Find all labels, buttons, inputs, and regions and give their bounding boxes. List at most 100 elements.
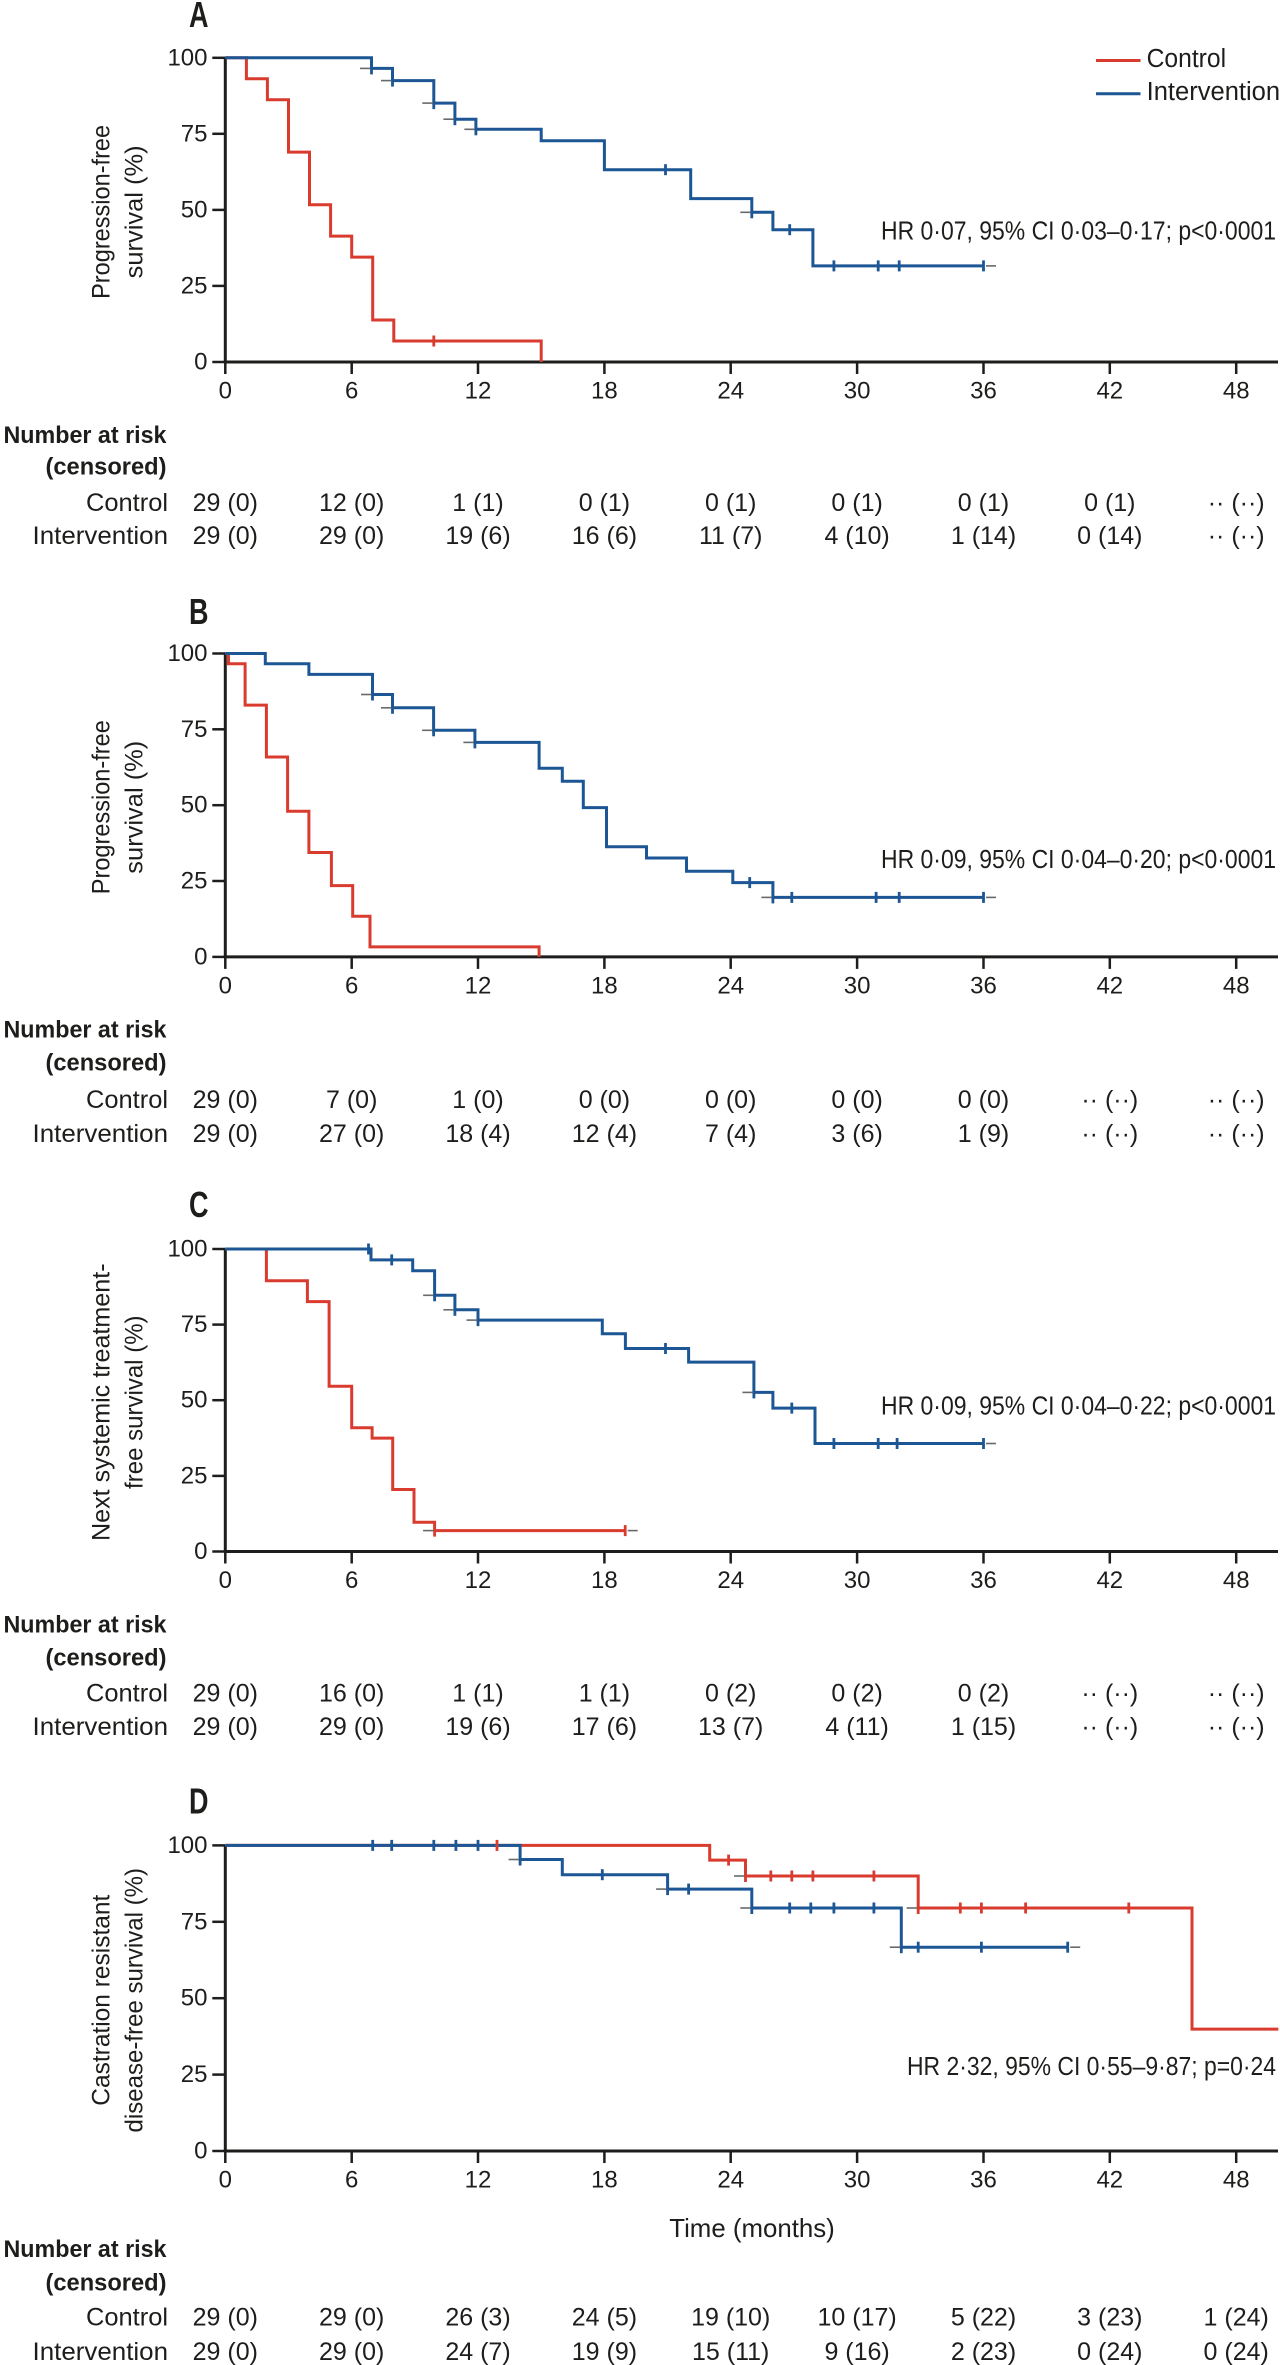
svg-text:1 (1): 1 (1) (452, 489, 503, 517)
svg-text:Castration resistant: Castration resistant (88, 1895, 116, 2106)
svg-text:18: 18 (591, 2167, 618, 2194)
svg-text:·· (··): ·· (··) (1208, 1713, 1265, 1741)
svg-text:29 (0): 29 (0) (193, 1086, 258, 1114)
svg-text:1 (9): 1 (9) (958, 1120, 1009, 1148)
svg-text:15 (11): 15 (11) (692, 2338, 769, 2365)
svg-text:30: 30 (844, 1567, 871, 1594)
svg-text:24 (7): 24 (7) (445, 2338, 510, 2365)
svg-text:6: 6 (345, 1567, 358, 1594)
svg-text:75: 75 (181, 1908, 208, 1935)
svg-text:3 (23): 3 (23) (1077, 2304, 1142, 2332)
svg-text:30: 30 (844, 972, 871, 999)
svg-text:19 (10): 19 (10) (691, 2304, 770, 2332)
svg-text:4 (10): 4 (10) (824, 522, 889, 550)
svg-text:0 (2): 0 (2) (958, 1680, 1009, 1708)
svg-text:·· (··): ·· (··) (1208, 522, 1265, 550)
svg-text:0 (14): 0 (14) (1077, 522, 1142, 550)
svg-text:·· (··): ·· (··) (1081, 1680, 1138, 1708)
svg-text:42: 42 (1096, 1567, 1123, 1594)
svg-text:·· (··): ·· (··) (1208, 489, 1265, 517)
svg-text:6: 6 (345, 2167, 358, 2194)
svg-text:0 (1): 0 (1) (1084, 489, 1135, 517)
svg-text:19 (9): 19 (9) (572, 2338, 637, 2365)
svg-text:·· (··): ·· (··) (1208, 1086, 1265, 1114)
svg-text:Control: Control (86, 1680, 168, 1708)
svg-text:18: 18 (591, 972, 618, 999)
svg-text:Control: Control (86, 489, 168, 517)
svg-text:30: 30 (844, 378, 871, 405)
svg-text:Intervention: Intervention (33, 522, 169, 550)
svg-text:7 (0): 7 (0) (326, 1086, 377, 1114)
svg-text:1 (15): 1 (15) (951, 1713, 1016, 1741)
svg-text:0 (2): 0 (2) (831, 1680, 882, 1708)
svg-text:29 (0): 29 (0) (319, 2338, 384, 2365)
svg-text:D: D (189, 1781, 209, 1822)
svg-text:0 (1): 0 (1) (579, 489, 630, 517)
svg-text:·· (··): ·· (··) (1081, 1120, 1138, 1148)
svg-text:Number at risk: Number at risk (4, 1612, 167, 1639)
svg-text:Intervention: Intervention (33, 1713, 169, 1741)
svg-text:1 (14): 1 (14) (951, 522, 1016, 550)
svg-text:0 (1): 0 (1) (831, 489, 882, 517)
svg-text:29 (0): 29 (0) (193, 522, 258, 550)
svg-text:36: 36 (970, 378, 997, 405)
svg-text:12 (0): 12 (0) (319, 489, 384, 517)
svg-text:0: 0 (194, 1538, 207, 1565)
svg-text:29 (0): 29 (0) (193, 1120, 258, 1148)
svg-text:2 (23): 2 (23) (951, 2338, 1016, 2365)
svg-text:·· (··): ·· (··) (1208, 1680, 1265, 1708)
svg-text:0 (0): 0 (0) (958, 1086, 1009, 1114)
svg-text:(censored): (censored) (46, 1050, 167, 1077)
svg-text:HR 0·09, 95% CI 0·04–0·20; p<0: HR 0·09, 95% CI 0·04–0·20; p<0·0001 (881, 846, 1276, 874)
svg-text:survival (%): survival (%) (121, 741, 149, 874)
svg-text:·· (··): ·· (··) (1208, 1120, 1265, 1148)
svg-text:Control: Control (86, 1086, 168, 1114)
svg-text:75: 75 (181, 1311, 208, 1338)
svg-text:48: 48 (1223, 2167, 1250, 2194)
svg-text:3 (6): 3 (6) (831, 1120, 882, 1148)
svg-text:Control: Control (86, 2304, 168, 2332)
svg-text:12: 12 (465, 2167, 492, 2194)
svg-text:50: 50 (181, 1985, 208, 2012)
svg-text:5 (22): 5 (22) (951, 2304, 1016, 2332)
svg-text:25: 25 (181, 2061, 208, 2088)
svg-text:36: 36 (970, 972, 997, 999)
svg-text:24: 24 (717, 2167, 744, 2194)
svg-text:18: 18 (591, 378, 618, 405)
svg-text:1 (24): 1 (24) (1204, 2304, 1269, 2332)
svg-text:4 (11): 4 (11) (825, 1713, 888, 1741)
svg-text:Number at risk: Number at risk (4, 2236, 167, 2263)
svg-text:10 (17): 10 (17) (817, 2304, 896, 2332)
svg-text:·· (··): ·· (··) (1081, 1086, 1138, 1114)
svg-text:0: 0 (219, 972, 232, 999)
svg-text:75: 75 (181, 120, 208, 147)
svg-text:48: 48 (1223, 378, 1250, 405)
svg-text:18 (4): 18 (4) (445, 1120, 510, 1148)
svg-text:24: 24 (717, 378, 744, 405)
svg-text:48: 48 (1223, 972, 1250, 999)
svg-text:29 (0): 29 (0) (193, 1680, 258, 1708)
svg-text:29 (0): 29 (0) (319, 1713, 384, 1741)
svg-text:36: 36 (970, 1567, 997, 1594)
svg-text:36: 36 (970, 2167, 997, 2194)
svg-text:29 (0): 29 (0) (319, 522, 384, 550)
svg-text:13 (7): 13 (7) (698, 1713, 763, 1741)
svg-text:25: 25 (181, 868, 208, 895)
svg-text:0 (1): 0 (1) (958, 489, 1009, 517)
svg-text:disease-free survival (%): disease-free survival (%) (121, 1868, 149, 2133)
svg-text:100: 100 (167, 640, 207, 667)
svg-text:Control: Control (1147, 45, 1227, 73)
svg-text:1 (1): 1 (1) (452, 1680, 503, 1708)
svg-text:1 (0): 1 (0) (452, 1086, 503, 1114)
svg-text:12: 12 (465, 1567, 492, 1594)
svg-text:survival (%): survival (%) (121, 145, 149, 278)
svg-text:6: 6 (345, 972, 358, 999)
svg-text:free survival (%): free survival (%) (121, 1315, 149, 1489)
svg-text:0: 0 (194, 349, 207, 376)
svg-text:0 (1): 0 (1) (705, 489, 756, 517)
svg-text:0 (2): 0 (2) (705, 1680, 756, 1708)
svg-text:50: 50 (181, 792, 208, 819)
svg-text:27 (0): 27 (0) (319, 1120, 384, 1148)
svg-text:24 (5): 24 (5) (572, 2304, 637, 2332)
svg-text:1 (1): 1 (1) (579, 1680, 630, 1708)
